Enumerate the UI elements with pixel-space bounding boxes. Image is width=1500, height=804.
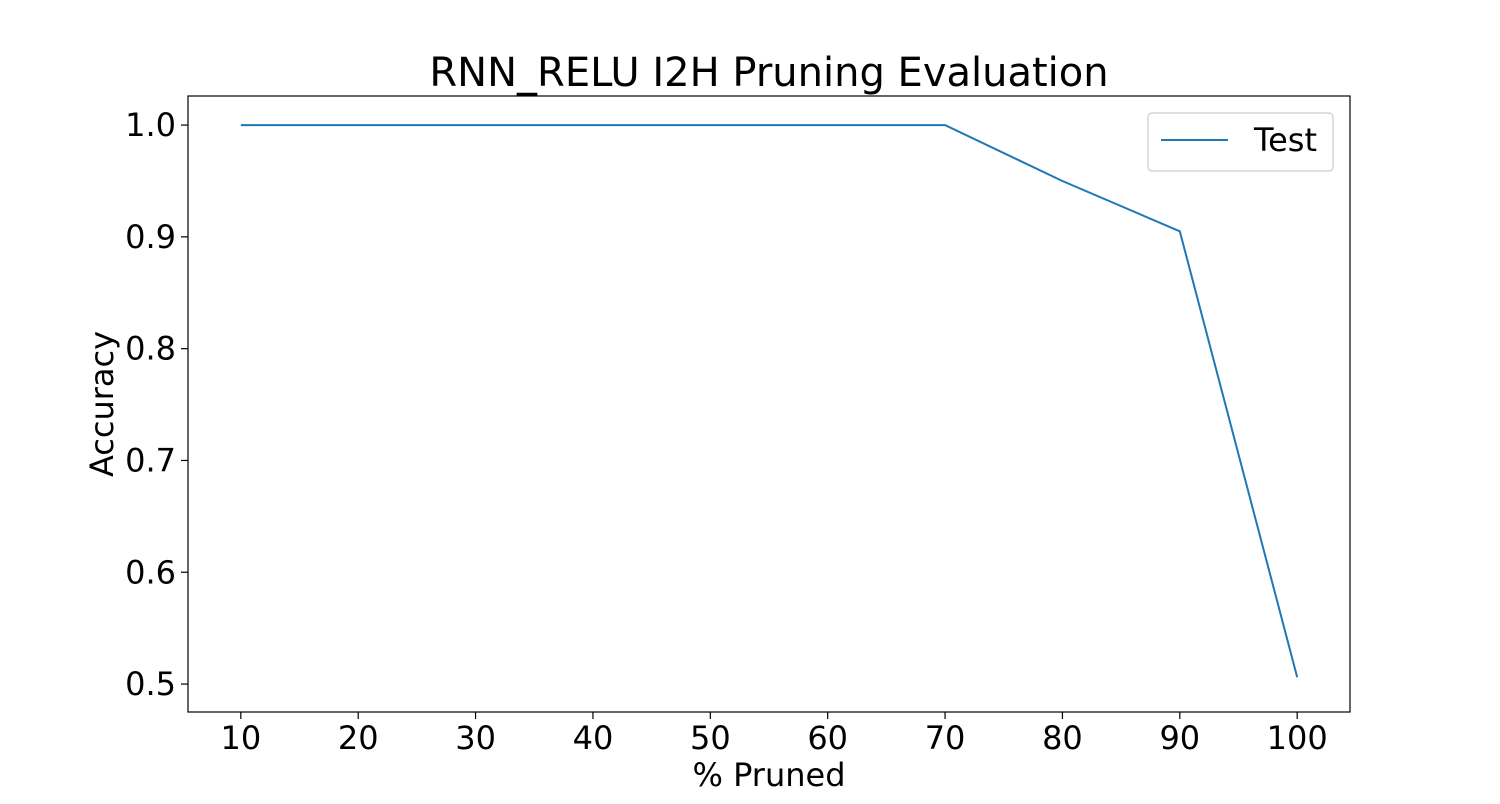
x-tick-label: 50 xyxy=(690,719,731,757)
x-tick-label: 30 xyxy=(455,719,496,757)
plot-frame xyxy=(187,95,1351,713)
x-tick-label: 40 xyxy=(573,719,614,757)
y-tick-label: 0.9 xyxy=(125,218,176,256)
series-line-test xyxy=(240,124,1299,678)
legend: Test xyxy=(1147,112,1334,172)
x-tick-label: 70 xyxy=(925,719,966,757)
x-tick-label: 60 xyxy=(807,719,848,757)
x-axis-ticks: 10 20 30 40 50 60 70 80 90 100 xyxy=(220,712,1328,757)
x-tick-label: 20 xyxy=(338,719,379,757)
y-axis-label: Accuracy xyxy=(83,331,121,477)
x-tick-label: 80 xyxy=(1042,719,1083,757)
x-tick-label: 100 xyxy=(1267,719,1328,757)
y-tick-label: 1.0 xyxy=(125,106,176,144)
y-tick-label: 0.5 xyxy=(125,665,176,703)
y-axis-ticks: 0.5 0.6 0.7 0.8 0.9 1.0 xyxy=(125,106,188,703)
y-tick-label: 0.8 xyxy=(125,330,176,368)
legend-label-test: Test xyxy=(1253,121,1317,159)
y-tick-label: 0.7 xyxy=(125,441,176,479)
y-tick-label: 0.6 xyxy=(125,553,176,591)
x-axis-label: % Pruned xyxy=(692,756,845,794)
x-tick-label: 90 xyxy=(1159,719,1200,757)
chart-title: RNN_RELU I2H Pruning Evaluation xyxy=(429,50,1108,96)
plot-lines xyxy=(240,124,1299,678)
legend-box xyxy=(1147,112,1334,172)
x-tick-label: 10 xyxy=(220,719,261,757)
